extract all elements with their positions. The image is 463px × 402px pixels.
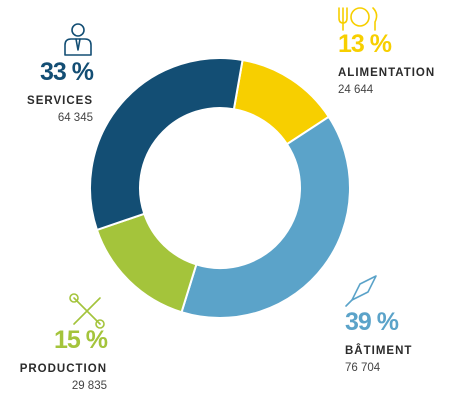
percent-label: 39 % <box>345 308 399 336</box>
alimentation-icon <box>338 7 378 31</box>
donut-slice <box>180 115 351 319</box>
percent-label: 33 % <box>40 58 94 86</box>
batiment-icon <box>345 275 377 307</box>
percent-label: 13 % <box>338 30 392 58</box>
category-label: SERVICES <box>27 95 93 107</box>
count-label: 64 345 <box>58 112 93 124</box>
services-icon <box>64 23 92 56</box>
category-label: PRODUCTION <box>20 363 107 375</box>
donut-slice <box>95 212 198 314</box>
production-icon <box>69 293 105 329</box>
category-label: ALIMENTATION <box>338 67 435 79</box>
count-label: 76 704 <box>345 362 381 374</box>
donut <box>89 57 351 319</box>
category-label: BÂTIMENT <box>345 344 412 357</box>
percent-label: 15 % <box>54 326 108 354</box>
count-label: 29 835 <box>72 380 107 392</box>
count-label: 24 644 <box>338 84 374 96</box>
donut-slice <box>89 57 244 232</box>
